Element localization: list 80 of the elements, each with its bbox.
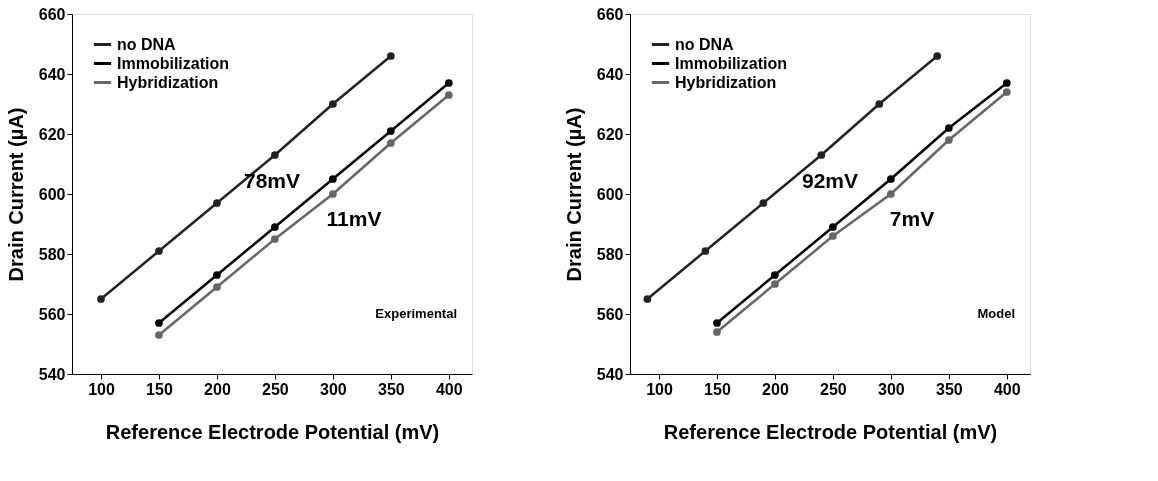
y-tick-label: 660 — [38, 5, 66, 23]
point — [271, 223, 279, 231]
point — [329, 100, 337, 108]
point — [643, 295, 652, 303]
x-axis-title: Reference Electrode Potential (mV) — [663, 420, 998, 443]
x-tick-label: 150 — [146, 380, 173, 398]
point — [944, 136, 953, 144]
point — [386, 127, 395, 135]
legend-label: no DNA — [675, 35, 735, 53]
annotation: 11mV — [326, 207, 382, 230]
point — [759, 199, 768, 207]
x-tick-label: 350 — [377, 380, 405, 398]
y-axis-title: Drain Current (µA) — [562, 107, 585, 282]
legend-label: Immobilization — [117, 54, 229, 72]
point — [829, 232, 837, 240]
y-tick-label: 640 — [596, 65, 624, 83]
annotation: 92mV — [801, 169, 859, 192]
legend-label: Hybridization — [117, 73, 219, 91]
point — [271, 235, 279, 243]
y-tick-label: 580 — [38, 245, 66, 263]
x-tick-label: 100 — [88, 380, 115, 398]
annotation: Model — [977, 306, 1015, 321]
point — [155, 319, 163, 327]
x-tick-label: 300 — [878, 380, 905, 398]
point — [875, 100, 884, 108]
annotation: Experimental — [375, 306, 457, 321]
x-tick-label: 300 — [320, 380, 347, 398]
point — [701, 247, 710, 255]
point — [97, 295, 105, 303]
point — [944, 124, 953, 132]
y-tick-label: 560 — [38, 305, 66, 323]
point — [887, 190, 895, 198]
point — [155, 247, 163, 255]
point — [713, 319, 721, 327]
y-tick-label: 600 — [596, 185, 624, 203]
x-tick-label: 200 — [762, 380, 789, 398]
point — [444, 91, 453, 99]
x-tick-label: 250 — [262, 380, 289, 398]
y-tick-label: 540 — [596, 365, 624, 383]
point — [329, 190, 337, 198]
point — [444, 79, 453, 87]
point — [155, 331, 163, 339]
y-axis-title: Drain Current (µA) — [4, 107, 27, 282]
point — [933, 52, 942, 60]
point — [1002, 79, 1011, 87]
annotation: 78mV — [243, 169, 301, 192]
x-tick-label: 350 — [935, 380, 963, 398]
y-tick-label: 620 — [38, 125, 66, 143]
legend-label: Immobilization — [675, 54, 787, 72]
point — [817, 151, 826, 159]
point — [829, 223, 837, 231]
x-tick-label: 150 — [704, 380, 731, 398]
point — [771, 280, 779, 288]
y-tick-label: 560 — [596, 305, 624, 323]
x-tick-label: 250 — [820, 380, 847, 398]
point — [329, 175, 337, 183]
y-tick-label: 600 — [38, 185, 66, 203]
x-tick-label: 400 — [435, 380, 463, 398]
legend-label: Hybridization — [675, 73, 777, 91]
annotation: 7mV — [889, 207, 935, 230]
point — [386, 139, 395, 147]
y-tick-label: 640 — [38, 65, 66, 83]
y-tick-label: 540 — [38, 365, 66, 383]
point — [386, 52, 395, 60]
x-tick-label: 200 — [204, 380, 231, 398]
point — [213, 283, 221, 291]
point — [1002, 88, 1011, 96]
x-axis-title: Reference Electrode Potential (mV) — [105, 420, 440, 443]
y-tick-label: 660 — [596, 5, 624, 23]
point — [213, 271, 221, 279]
x-tick-label: 100 — [646, 380, 673, 398]
point — [713, 328, 721, 336]
point — [213, 199, 221, 207]
y-tick-label: 580 — [596, 245, 624, 263]
point — [771, 271, 779, 279]
x-tick-label: 400 — [993, 380, 1021, 398]
point — [887, 175, 895, 183]
point — [271, 151, 279, 159]
y-tick-label: 620 — [596, 125, 624, 143]
legend-label: no DNA — [117, 35, 177, 53]
